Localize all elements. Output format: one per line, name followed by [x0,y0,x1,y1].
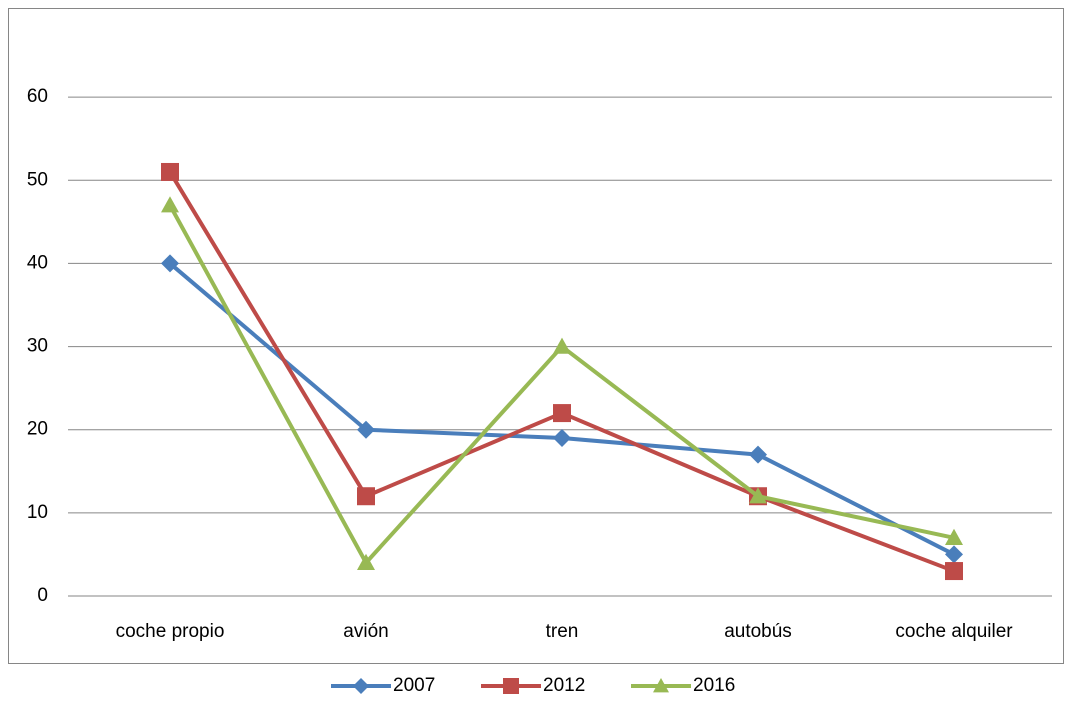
marker [553,337,571,354]
legend-marker [653,678,669,693]
y-tick-label: 60 [27,86,48,107]
marker [749,487,767,504]
chart-border [8,8,1064,664]
y-tick-label: 40 [27,252,48,273]
marker [945,545,963,564]
x-tick-label: tren [546,621,579,642]
y-tick-label: 10 [27,502,48,523]
y-tick-label: 0 [37,585,48,606]
y-tick-label: 20 [27,419,48,440]
marker [553,429,571,448]
x-tick-label: coche alquiler [895,621,1013,642]
marker [945,562,963,581]
marker [553,404,571,423]
x-tick-label: autobús [724,621,792,642]
y-tick-label: 50 [27,169,48,190]
marker [357,487,375,506]
marker [161,162,179,181]
x-tick-label: avión [343,621,388,642]
marker [161,196,179,213]
y-tick-label: 30 [27,336,48,357]
marker [945,528,963,545]
legend-label: 2012 [543,675,585,696]
x-tick-label: coche propio [116,621,225,642]
marker [161,254,179,273]
legend-label: 2016 [693,675,735,696]
legend-marker [503,678,519,694]
marker [357,420,375,439]
legend-marker [353,678,369,694]
marker [357,553,375,570]
legend-label: 2007 [393,675,435,696]
marker [749,445,767,464]
